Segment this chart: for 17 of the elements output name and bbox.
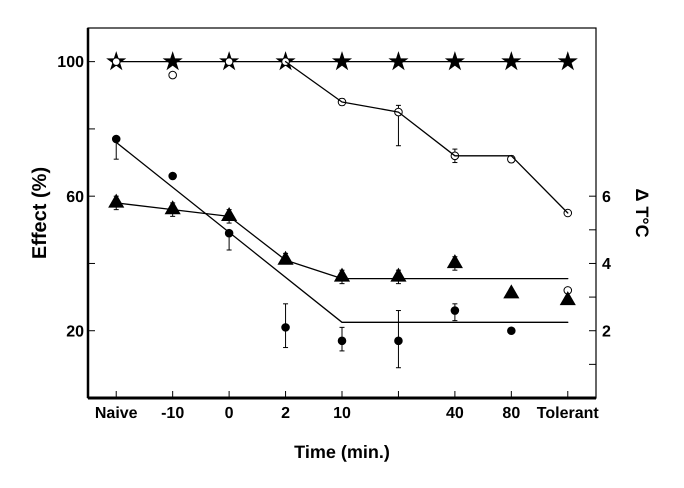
y2-tick-label: 2 bbox=[602, 323, 611, 340]
x-tick-label: 2 bbox=[281, 405, 290, 422]
x-tick-label: Tolerant bbox=[536, 405, 600, 422]
y2-tick-label: 4 bbox=[602, 256, 611, 274]
x-tick-label: 10 bbox=[333, 405, 351, 422]
y-tick-label: 100 bbox=[57, 54, 84, 72]
x-tick-label: 80 bbox=[502, 405, 520, 422]
x-tick-label: Naive bbox=[94, 405, 138, 422]
y-tick-label: 60 bbox=[66, 188, 84, 206]
y-tick-label: 20 bbox=[66, 323, 84, 340]
y2-tick-label: 6 bbox=[602, 188, 611, 206]
x-tick-label: -10 bbox=[161, 405, 184, 422]
x-tick-label: 0 bbox=[224, 405, 234, 422]
y2-axis-title: Δ T°C bbox=[632, 188, 652, 238]
x-tick-label: 40 bbox=[446, 405, 464, 422]
y-axis-title: Effect (%) bbox=[29, 166, 51, 260]
x-axis-title: Time (min.) bbox=[294, 442, 390, 462]
